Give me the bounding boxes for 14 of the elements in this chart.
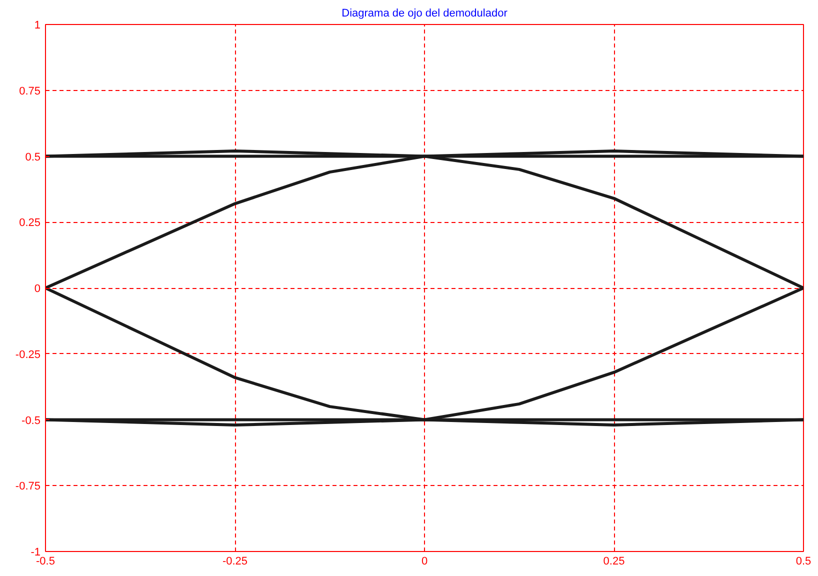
chart-title: Diagrama de ojo del demodulador: [342, 8, 508, 20]
y-tick-label: 0.5: [25, 151, 41, 164]
y-tick-label: -1: [30, 546, 40, 558]
y-tick-label: 0.75: [19, 85, 41, 98]
y-tick-label: -0.5: [22, 414, 41, 427]
y-tick-label: 0: [34, 283, 41, 295]
y-tick-label: -0.25: [15, 348, 41, 361]
x-tick-label: 0: [421, 556, 428, 568]
y-tick-label: -0.75: [15, 480, 41, 493]
x-tick-label: 0.5: [796, 556, 812, 568]
y-tick-label: 1: [34, 20, 41, 32]
x-tick-label: -0.25: [222, 556, 248, 568]
y-tick-label: 0.25: [19, 217, 41, 230]
x-tick-label: 0.25: [603, 556, 625, 568]
